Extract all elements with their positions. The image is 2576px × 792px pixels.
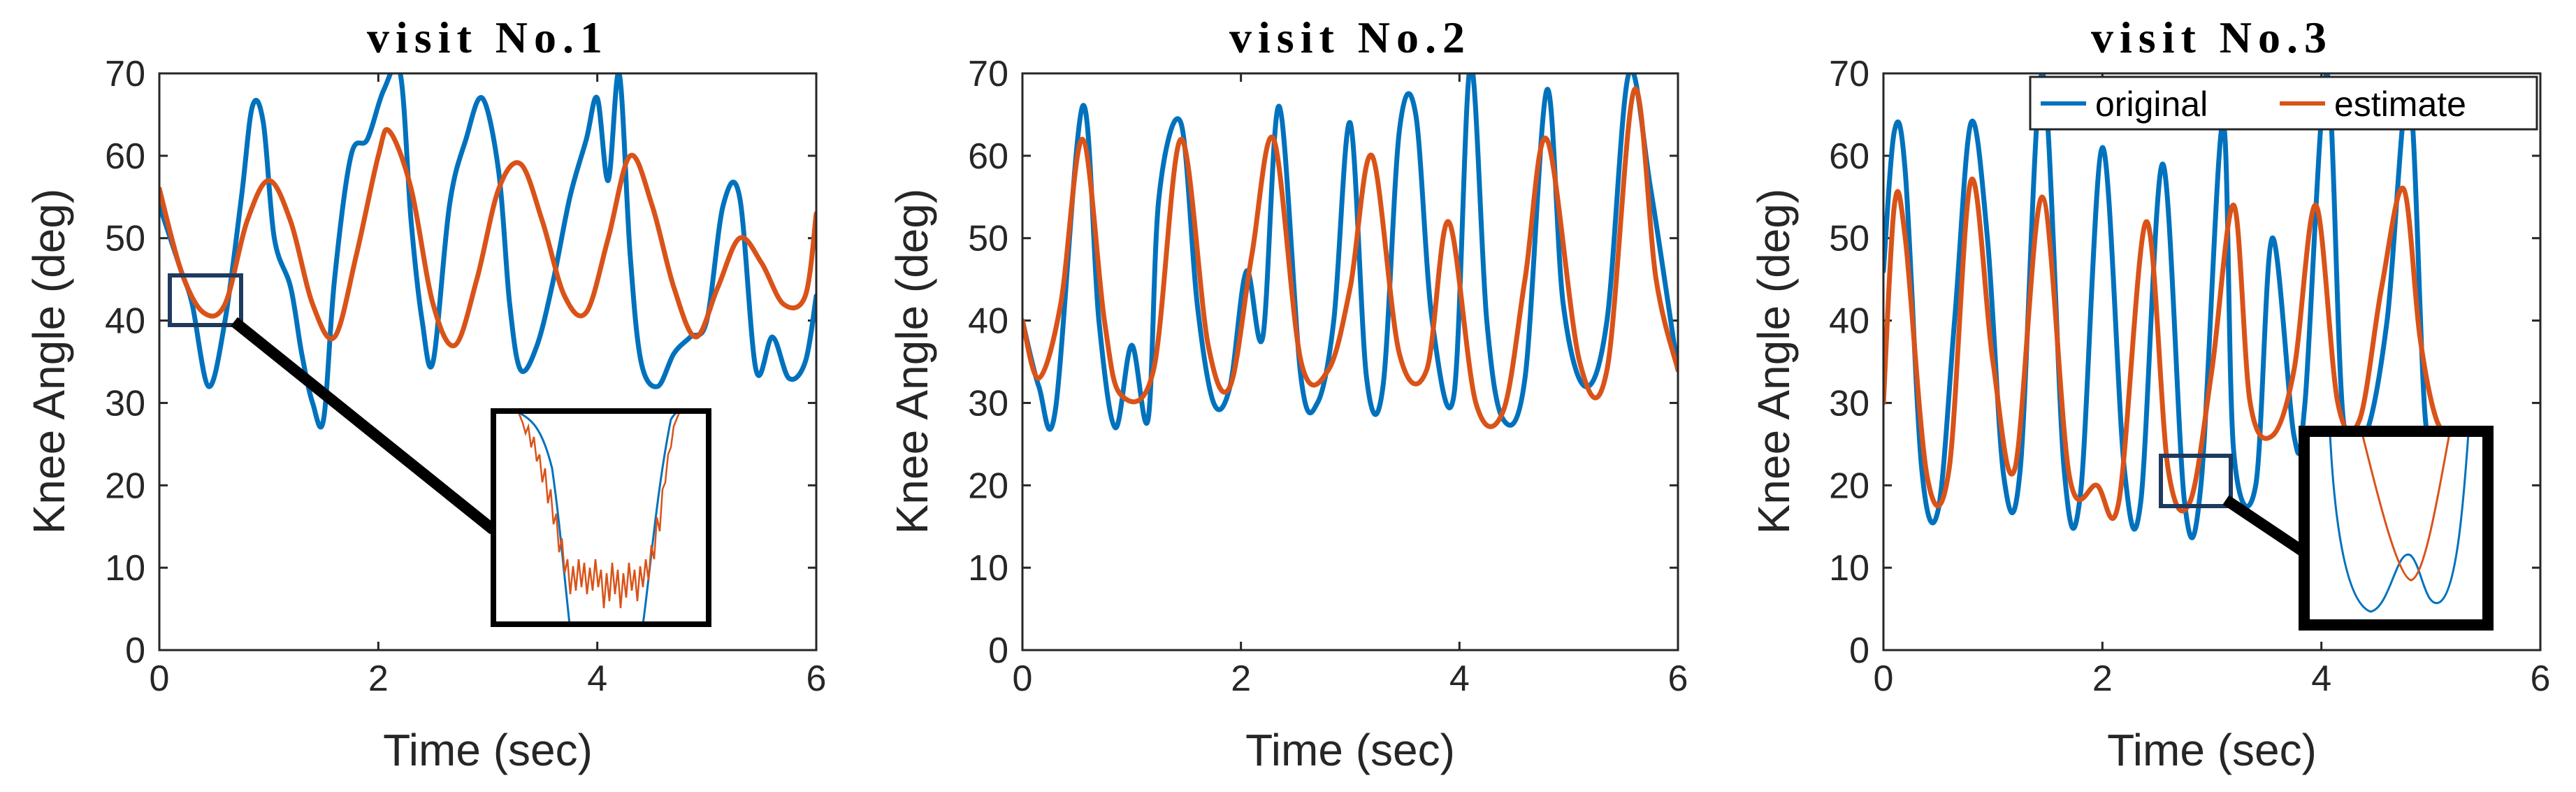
y-axis-label: Knee Angle (deg) [887, 189, 937, 535]
series-line-estimate [1883, 176, 2466, 521]
legend: original estimate [2029, 75, 2538, 131]
y-axis-label: Knee Angle (deg) [24, 189, 74, 535]
x-tick-label: 4 [1449, 658, 1470, 699]
y-ticks: 0 10 20 30 40 50 60 70 [968, 54, 1678, 671]
series-lines [1022, 73, 1678, 432]
y-tick-label: 10 [1829, 548, 1869, 589]
y-tick-label: 0 [988, 631, 1008, 671]
y-tick-label: 30 [105, 383, 145, 424]
x-tick-label: 2 [368, 658, 389, 699]
y-tick-label: 50 [968, 219, 1008, 259]
zoom-inset-background [493, 411, 709, 624]
x-tick-label: 6 [806, 658, 827, 699]
chart-title: visit No.2 [1229, 13, 1471, 62]
y-tick-label: 0 [125, 631, 145, 671]
y-tick-label: 30 [1829, 383, 1869, 424]
y-axis-label-text: Knee Angle (deg) [1749, 189, 1799, 535]
x-axis-label: Time (sec) [2107, 725, 2317, 775]
zoom-inset-content [2329, 433, 2470, 613]
series-lines [159, 73, 816, 430]
y-tick-label: 10 [105, 548, 145, 589]
x-ticks: 0 2 4 6 [1013, 73, 1688, 699]
plot-area-frame [1021, 72, 1679, 651]
y-tick-label: 40 [968, 301, 1008, 342]
chart-panel-3: visit No.3 Knee Angle (deg) Time (sec) 0… [1749, 13, 2550, 775]
x-axis-label: Time (sec) [383, 725, 593, 775]
y-tick-label: 40 [105, 301, 145, 342]
chart-panel-1: visit No.1 Knee Angle (deg) Time (sec) 0… [24, 13, 826, 775]
plot-area-frame [1882, 72, 2542, 651]
x-tick-label: 0 [1013, 658, 1033, 699]
legend-label-estimate: estimate [2334, 85, 2466, 124]
y-tick-label: 20 [105, 466, 145, 506]
x-tick-label: 2 [1231, 658, 1251, 699]
zoom-connector-line [230, 317, 498, 535]
y-tick-label: 70 [1829, 54, 1869, 94]
series-line-original [159, 73, 816, 430]
y-tick-label: 50 [105, 219, 145, 259]
x-tick-label: 6 [1668, 658, 1688, 699]
y-tick-label: 60 [1829, 136, 1869, 177]
inset-estimate-line [517, 412, 681, 609]
zoom-inset-background [2304, 431, 2488, 625]
series-line-estimate [1022, 86, 1678, 429]
chart-title: visit No.1 [367, 13, 609, 62]
plot-area-frame [158, 72, 818, 651]
chart-panel-2: visit No.2 Knee Angle (deg) Time (sec) 0… [887, 13, 1688, 775]
y-tick-label: 50 [1829, 219, 1869, 259]
zoom-connector-line [2222, 495, 2308, 557]
y-tick-label: 10 [968, 548, 1008, 589]
y-tick-label: 70 [105, 54, 145, 94]
y-tick-label: 30 [968, 383, 1008, 424]
y-tick-label: 20 [968, 466, 1008, 506]
zoom-inset-frame [2299, 426, 2494, 631]
zoom-source-box [168, 273, 243, 327]
y-axis-label: Knee Angle (deg) [1749, 189, 1799, 535]
x-tick-label: 2 [2092, 658, 2113, 699]
y-tick-label: 0 [1849, 631, 1869, 671]
legend-label-original: original [2095, 85, 2208, 124]
y-ticks: 0 10 20 30 40 50 60 70 [105, 54, 816, 671]
x-tick-label: 0 [150, 658, 170, 699]
y-tick-label: 60 [968, 136, 1008, 177]
y-axis-label-text: Knee Angle (deg) [24, 189, 74, 535]
y-tick-label: 20 [1829, 466, 1869, 506]
x-tick-label: 4 [587, 658, 607, 699]
x-tick-label: 6 [2531, 658, 2551, 699]
zoom-source-box [2159, 454, 2233, 508]
series-line-estimate [159, 127, 816, 349]
y-tick-label: 60 [105, 136, 145, 177]
x-tick-label: 0 [1874, 658, 1894, 699]
x-axis-label: Time (sec) [1245, 725, 1455, 775]
zoom-inset-frame [491, 408, 711, 627]
inset-original-line [2329, 433, 2470, 613]
chart-title: visit No.3 [2091, 13, 2333, 62]
inset-estimate-line [2361, 433, 2451, 582]
y-tick-label: 40 [1829, 301, 1869, 342]
series-line-original [1022, 73, 1678, 432]
y-axis-label-text: Knee Angle (deg) [887, 189, 937, 535]
y-tick-label: 70 [968, 54, 1008, 94]
x-tick-label: 4 [2311, 658, 2331, 699]
x-ticks: 0 2 4 6 [150, 73, 827, 699]
